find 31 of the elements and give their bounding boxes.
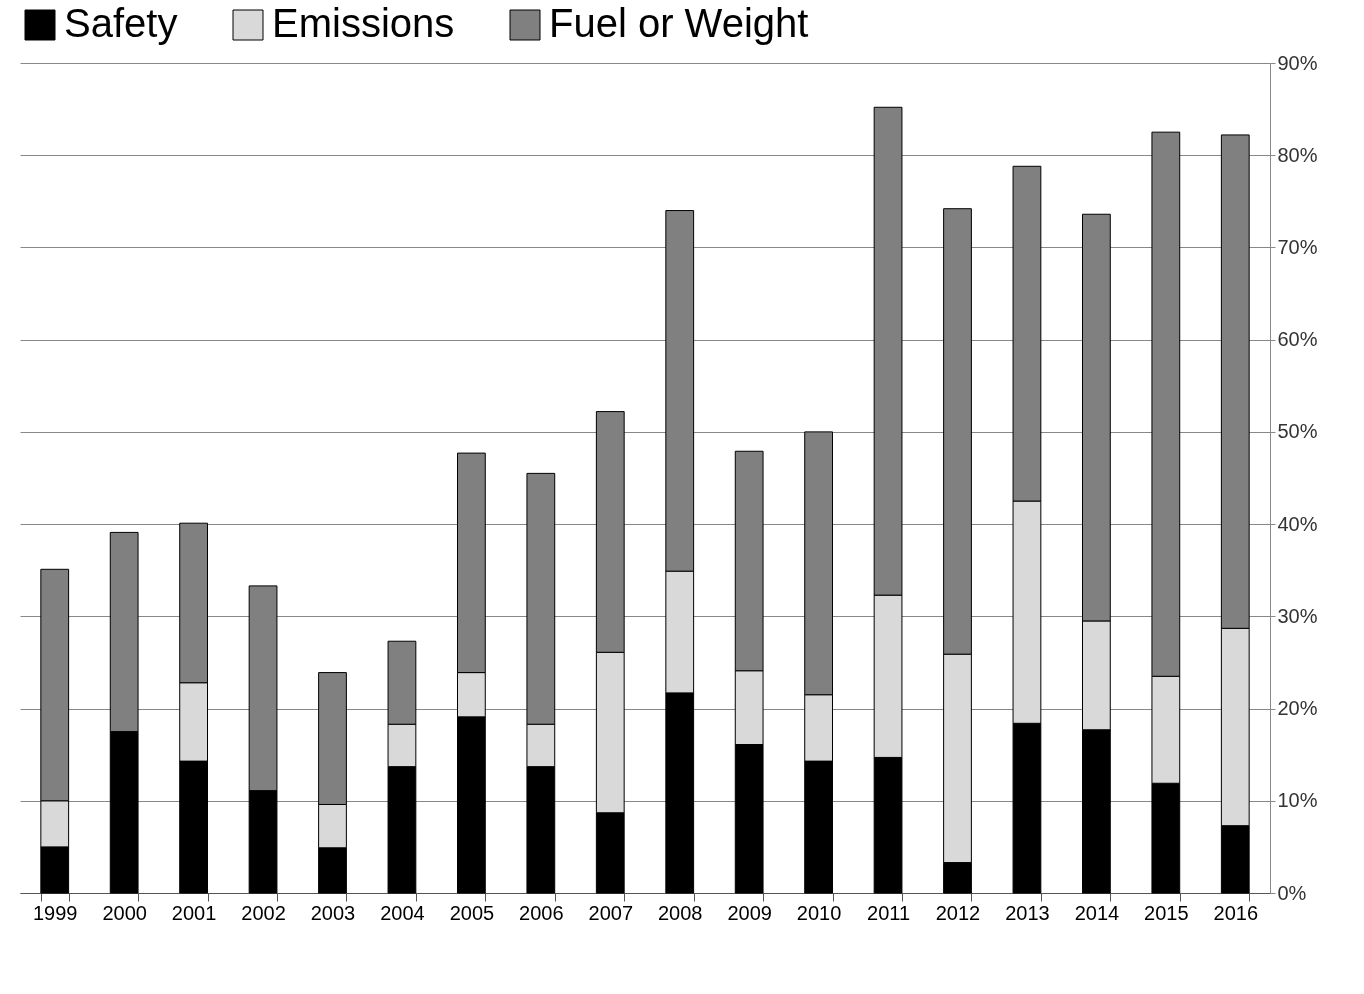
y-tick-label: 0% <box>1277 881 1307 904</box>
x-tick-label: 2007 <box>588 901 634 924</box>
x-tick-label: 2005 <box>449 901 495 924</box>
x-tick-label: 2002 <box>241 901 286 924</box>
y-tick-label: 40% <box>1277 512 1318 535</box>
x-tick-label: 2010 <box>796 901 842 924</box>
x-tick-label: 2000 <box>102 901 147 924</box>
x-tick-label: 2008 <box>657 901 703 924</box>
x-tick-label: 2009 <box>727 901 772 924</box>
legend-label: Safety <box>64 1 178 45</box>
x-tick-label: 2016 <box>1213 901 1259 924</box>
y-tick-label: 20% <box>1277 697 1318 720</box>
y-tick-label: 30% <box>1277 604 1318 627</box>
x-tick-label: 2011 <box>867 901 911 924</box>
y-tick-label: 10% <box>1277 789 1318 812</box>
x-tick-label: 2012 <box>935 901 981 924</box>
y-tick-label: 70% <box>1277 235 1318 258</box>
x-tick-label: 1999 <box>32 901 78 924</box>
x-tick-label: 2014 <box>1074 901 1120 924</box>
x-tick-label: 2006 <box>519 901 564 924</box>
legend-label: Fuel or Weight <box>549 1 809 45</box>
y-tick-label: 80% <box>1277 143 1318 166</box>
y-tick-label: 90% <box>1277 51 1318 74</box>
x-tick-label: 2004 <box>380 901 425 924</box>
x-tick-label: 2013 <box>1005 901 1050 924</box>
legend-label: Emissions <box>272 1 455 45</box>
y-tick-label: 60% <box>1277 328 1318 351</box>
y-tick-label: 50% <box>1277 420 1318 443</box>
x-tick-label: 2001 <box>171 901 217 924</box>
x-tick-label: 2003 <box>310 901 356 924</box>
x-tick-label: 2015 <box>1144 901 1189 924</box>
